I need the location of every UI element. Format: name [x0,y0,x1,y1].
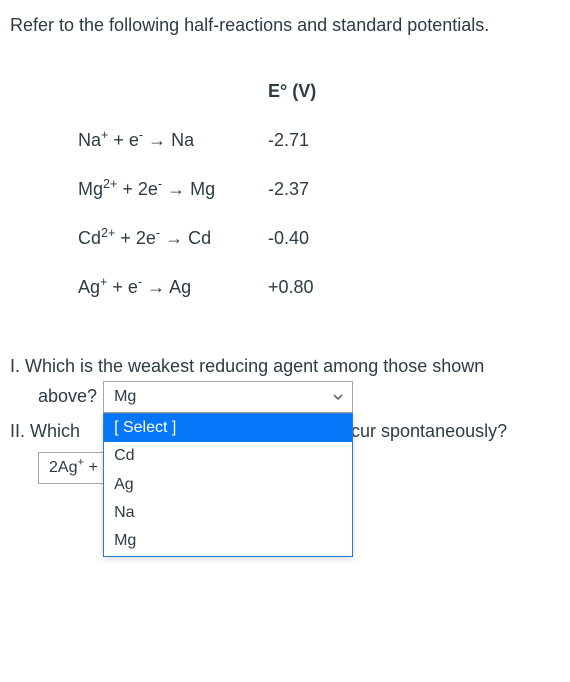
q1-option[interactable]: Ag [104,471,352,499]
reactions-table: E° (V) Na+ + e- → Na -2.71 Mg2+ + 2e- → … [70,67,560,312]
q1-dropdown: [ Select ] Cd Ag Na Mg [103,413,353,557]
header-spacer [70,67,260,116]
reaction-potential: -2.71 [260,116,350,165]
reaction-row: Cd2+ + 2e- → Cd -0.40 [70,214,350,263]
reaction-row: Na+ + e- → Na -2.71 [70,116,350,165]
q1-select[interactable]: Mg [103,381,353,413]
reaction-potential: -2.37 [260,165,350,214]
reaction-equation: Mg2+ + 2e- → Mg [70,165,260,214]
q1-option[interactable]: Mg [104,527,352,555]
q1-select-value: Mg [114,384,136,410]
q2-suffix: ccur spontaneously? [342,417,507,446]
header-potential: E° (V) [260,67,350,116]
reaction-equation: Ag+ + e- → Ag [70,263,260,312]
reaction-equation: Cd2+ + 2e- → Cd [70,214,260,263]
q2-prefix: II. Which [10,417,80,446]
reaction-row: Mg2+ + 2e- → Mg -2.37 [70,165,350,214]
question-1: I. Which is the weakest reducing agent a… [10,352,560,413]
q2-select-value: 2Ag+ + [49,455,98,481]
question-prompt: Refer to the following half-reactions an… [10,12,560,39]
chevron-down-icon [332,391,344,403]
q1-option[interactable]: Na [104,499,352,527]
q1-text-above: above? [38,382,97,411]
q1-text-line1: I. Which is the weakest reducing agent a… [10,352,560,381]
reaction-equation: Na+ + e- → Na [70,116,260,165]
q1-option-placeholder[interactable]: [ Select ] [104,414,352,442]
reaction-row: Ag+ + e- → Ag +0.80 [70,263,350,312]
reaction-potential: +0.80 [260,263,350,312]
q1-option[interactable]: Cd [104,442,352,470]
reaction-potential: -0.40 [260,214,350,263]
